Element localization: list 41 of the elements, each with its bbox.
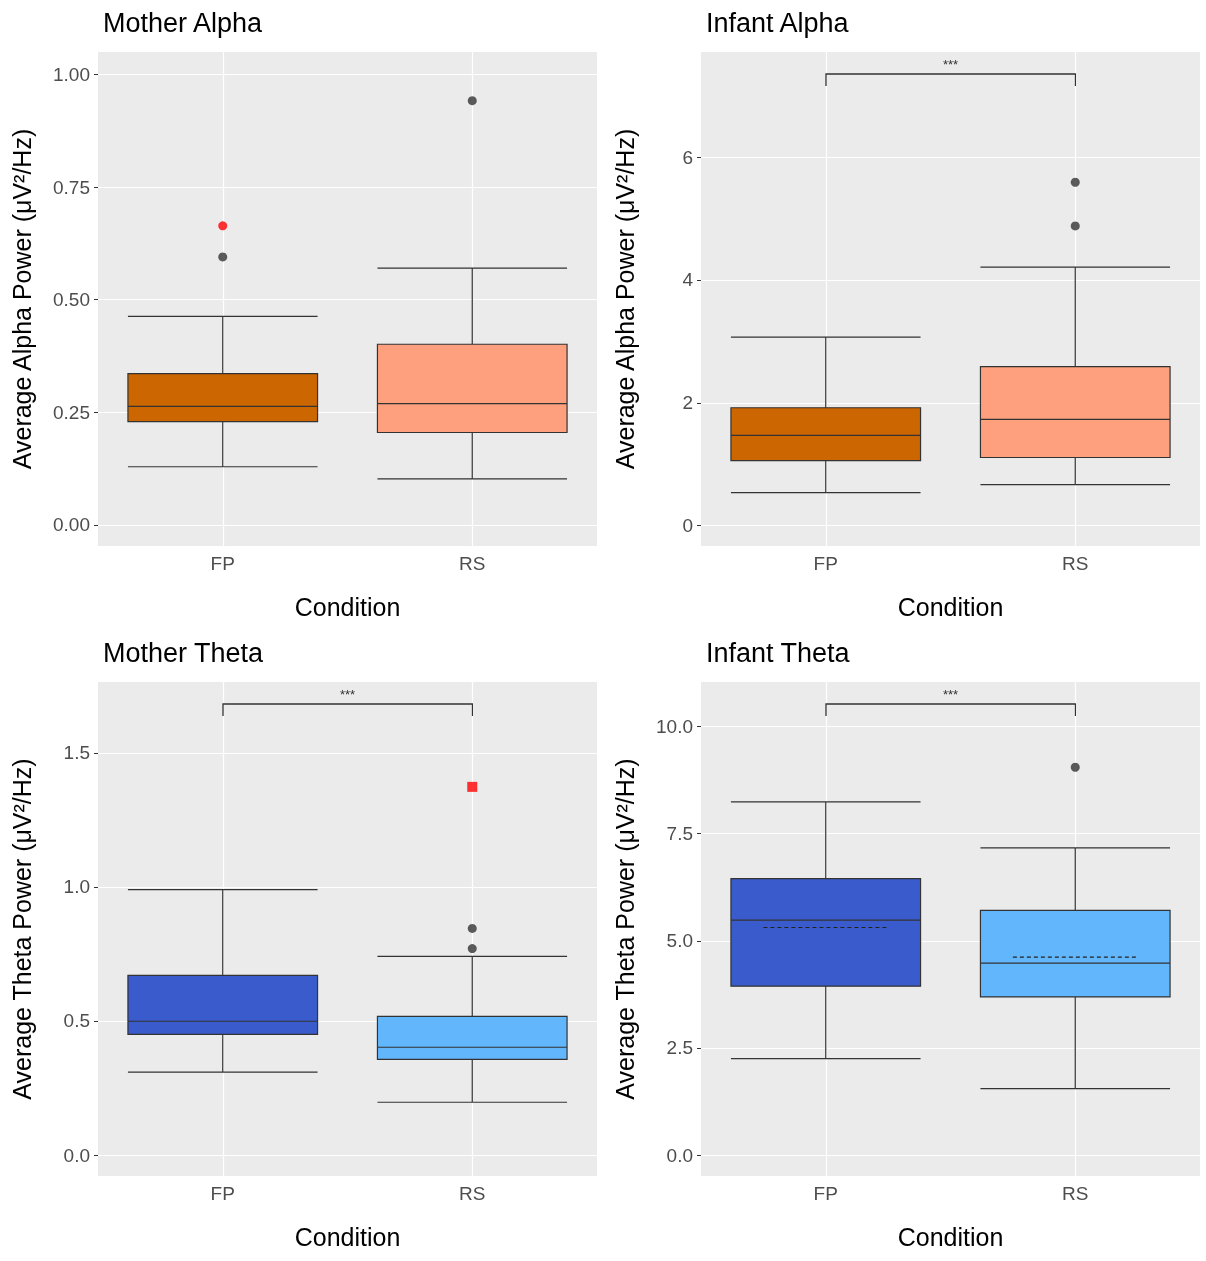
annotation: *** xyxy=(339,687,356,702)
chart-title: Infant Theta xyxy=(706,637,851,668)
y-tick-label: 0.00 xyxy=(53,514,90,536)
y-tick-label: 7.5 xyxy=(666,823,693,845)
x-tick-label: FP xyxy=(210,1183,235,1204)
y-tick-label: 0.75 xyxy=(53,176,90,198)
chart-title: Infant Alpha xyxy=(706,7,850,38)
y-axis-title: Average Alpha Power (μV²/Hz) xyxy=(610,128,639,470)
x-tick-label: FP xyxy=(210,553,235,574)
x-tick-label: RS xyxy=(1062,553,1089,574)
y-tick-label: 4 xyxy=(682,269,694,291)
y-axis-title: Average Theta Power (μV²/Hz) xyxy=(610,758,639,1100)
y-tick-label: 2 xyxy=(682,392,693,414)
x-tick-label: FP xyxy=(813,1183,838,1204)
y-tick-label: 6 xyxy=(682,146,693,168)
x-axis-title: Condition xyxy=(294,1222,401,1251)
annotation: *** xyxy=(942,57,959,72)
chart-title: Mother Alpha xyxy=(103,7,264,38)
y-axis-title: Average Theta Power (μV²/Hz) xyxy=(7,758,36,1100)
y-tick-label: 1.0 xyxy=(63,876,90,898)
y-tick-label: 5.0 xyxy=(666,930,693,952)
y-tick-label: 0.50 xyxy=(53,289,90,311)
x-axis-title: Condition xyxy=(897,1222,1004,1251)
x-tick-label: RS xyxy=(1062,1183,1089,1204)
y-axis-title: Average Alpha Power (μV²/Hz) xyxy=(7,128,36,470)
y-tick-label: 1.5 xyxy=(63,742,90,764)
y-tick-label: 1.00 xyxy=(53,64,90,86)
y-tick-label: 0 xyxy=(682,515,693,537)
y-tick-label: 2.5 xyxy=(666,1037,693,1059)
chart-title: Mother Theta xyxy=(103,637,265,668)
x-tick-label: RS xyxy=(459,553,486,574)
x-tick-label: RS xyxy=(459,1183,486,1204)
y-tick-label: 0.0 xyxy=(63,1144,90,1166)
x-axis-title: Condition xyxy=(897,592,1004,621)
annotation: *** xyxy=(942,687,959,702)
y-tick-label: 0.25 xyxy=(53,401,90,423)
y-tick-label: 10.0 xyxy=(656,716,693,738)
y-tick-label: 0.0 xyxy=(666,1144,693,1166)
x-tick-label: FP xyxy=(813,553,838,574)
x-axis-title: Condition xyxy=(294,592,401,621)
y-tick-label: 0.5 xyxy=(63,1010,90,1032)
